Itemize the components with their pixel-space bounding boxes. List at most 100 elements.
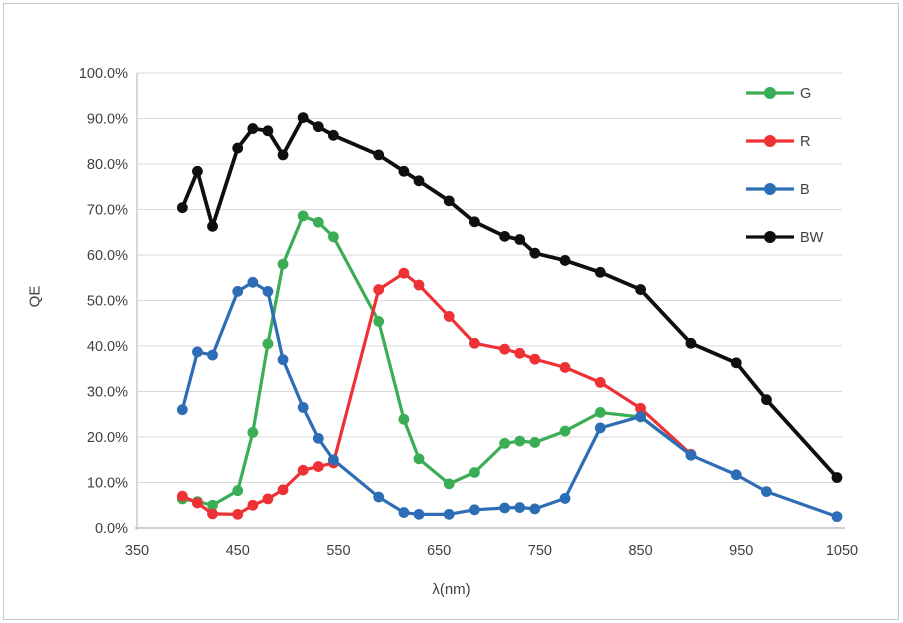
series-marker-R bbox=[529, 353, 541, 365]
x-tick-label-550: 550 bbox=[326, 543, 350, 559]
series-marker-G bbox=[247, 427, 259, 438]
series-marker-R bbox=[635, 402, 646, 414]
legend-label-G: G bbox=[800, 86, 811, 102]
series-marker-BW bbox=[262, 125, 274, 137]
series-marker-G bbox=[514, 435, 526, 447]
series-marker-BW bbox=[468, 216, 480, 228]
series-marker-BW bbox=[529, 247, 541, 259]
series-marker-R bbox=[559, 361, 571, 373]
series-marker-R bbox=[514, 347, 526, 359]
series-marker-B bbox=[443, 508, 455, 520]
series-marker-R bbox=[192, 497, 203, 509]
series-marker-G bbox=[297, 210, 309, 222]
series-marker-G bbox=[232, 485, 244, 497]
series-marker-BW bbox=[312, 121, 324, 133]
legend-label-BW: BW bbox=[800, 230, 824, 246]
y-tick-label-0: 0.0% bbox=[95, 521, 128, 537]
series-marker-R bbox=[499, 343, 511, 355]
series-marker-BW bbox=[514, 234, 526, 245]
series-marker-G bbox=[277, 258, 289, 270]
series-marker-B bbox=[297, 402, 309, 413]
series-marker-R bbox=[443, 311, 455, 322]
series-marker-BW bbox=[499, 230, 511, 242]
series-line-R bbox=[180, 271, 693, 516]
legend-label-R: R bbox=[800, 134, 810, 150]
series-marker-B bbox=[514, 502, 526, 513]
series-marker-R bbox=[413, 279, 425, 291]
series-marker-R bbox=[247, 499, 259, 511]
series-marker-B bbox=[413, 508, 425, 520]
y-tick-label-80: 80.0% bbox=[87, 157, 128, 173]
series-marker-R bbox=[297, 464, 309, 476]
series-marker-BW bbox=[327, 129, 339, 141]
y-tick-label-40: 40.0% bbox=[87, 339, 128, 355]
series-marker-BW bbox=[730, 357, 742, 369]
series-marker-B bbox=[176, 404, 188, 416]
series-marker-R bbox=[398, 267, 410, 279]
series-marker-G bbox=[443, 478, 455, 490]
series-marker-BW bbox=[559, 255, 571, 266]
series-marker-B bbox=[247, 276, 259, 288]
series-marker-BW bbox=[232, 142, 244, 154]
series-marker-R bbox=[373, 284, 385, 295]
series-marker-B bbox=[327, 454, 339, 466]
series-marker-G bbox=[373, 316, 385, 327]
y-tick-label-90: 90.0% bbox=[87, 112, 128, 128]
series-marker-R bbox=[594, 377, 606, 388]
series-marker-BW bbox=[685, 337, 697, 349]
series-marker-B bbox=[761, 486, 772, 497]
y-tick-label-70: 70.0% bbox=[87, 203, 128, 219]
series-marker-G bbox=[594, 407, 606, 418]
series-marker-R bbox=[176, 490, 188, 502]
series-marker-B bbox=[635, 411, 646, 422]
series-marker-B bbox=[232, 286, 244, 297]
x-tick-label-350: 350 bbox=[125, 543, 149, 559]
series-marker-G bbox=[262, 338, 274, 350]
series-marker-G bbox=[529, 437, 541, 448]
y-tick-label-50: 50.0% bbox=[87, 294, 128, 310]
series-marker-BW bbox=[277, 149, 289, 161]
x-tick-label-1050: 1050 bbox=[826, 543, 858, 559]
series-marker-G bbox=[413, 453, 425, 465]
series-marker-BW bbox=[176, 202, 188, 214]
series-marker-BW bbox=[831, 472, 843, 483]
y-tick-label-100: 100.0% bbox=[79, 66, 128, 82]
series-marker-R bbox=[262, 493, 274, 505]
series-marker-B bbox=[499, 502, 511, 514]
series-marker-B bbox=[312, 432, 324, 444]
series-marker-BW bbox=[398, 165, 410, 177]
series-marker-B bbox=[373, 491, 385, 503]
series-marker-BW bbox=[247, 123, 259, 134]
series-marker-G bbox=[559, 425, 571, 437]
series-marker-BW bbox=[192, 165, 203, 177]
series-marker-B bbox=[831, 511, 843, 523]
series-marker-BW bbox=[297, 112, 309, 123]
series-marker-B bbox=[468, 504, 480, 516]
y-axis-title: QE bbox=[26, 285, 44, 308]
series-marker-BW bbox=[207, 220, 218, 232]
series-marker-BW bbox=[761, 394, 772, 406]
series-marker-G bbox=[468, 467, 480, 478]
series-marker-B bbox=[730, 469, 742, 481]
series-marker-G bbox=[398, 413, 410, 425]
series-marker-B bbox=[559, 493, 571, 504]
series-marker-B bbox=[685, 449, 697, 461]
series-marker-B bbox=[398, 507, 410, 518]
series-marker-G bbox=[312, 216, 324, 228]
series-marker-G bbox=[499, 437, 511, 449]
y-tick-label-20: 20.0% bbox=[87, 430, 128, 446]
series-marker-B bbox=[192, 346, 203, 358]
series-marker-BW bbox=[413, 175, 425, 187]
series-marker-G bbox=[207, 499, 218, 511]
legend-marker-BW bbox=[764, 231, 776, 243]
x-tick-label-750: 750 bbox=[528, 543, 552, 559]
series-marker-G bbox=[327, 231, 339, 243]
x-axis-title: λ(nm) bbox=[432, 581, 471, 598]
series-marker-B bbox=[594, 422, 606, 434]
x-tick-label-650: 650 bbox=[427, 543, 451, 559]
y-tick-label-60: 60.0% bbox=[87, 248, 128, 264]
y-tick-label-30: 30.0% bbox=[87, 385, 128, 401]
series-line-G bbox=[180, 214, 693, 507]
x-tick-label-850: 850 bbox=[628, 543, 652, 559]
